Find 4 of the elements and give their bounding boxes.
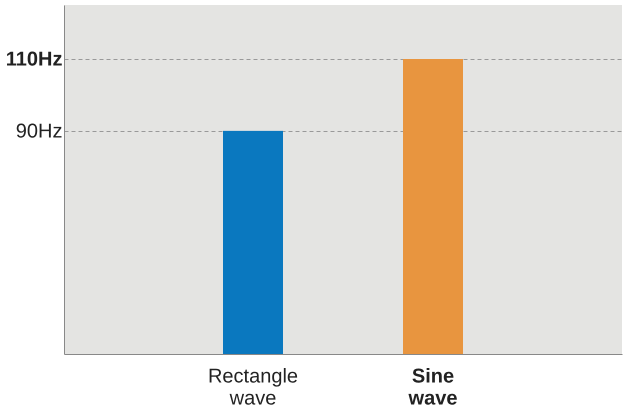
y-tick-label: 110Hz xyxy=(6,48,62,70)
y-tick-label: 90Hz xyxy=(16,120,62,142)
x-tick-label: Rectangle wave xyxy=(208,366,298,410)
x-tick-label: Sine wave xyxy=(408,366,458,410)
